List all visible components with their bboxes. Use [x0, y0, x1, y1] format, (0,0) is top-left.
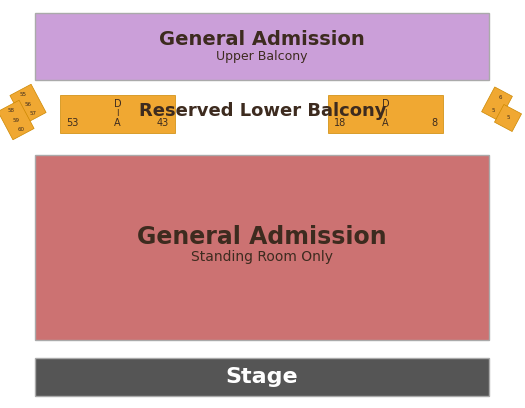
Bar	[0, 100, 34, 140]
Text: 58: 58	[7, 108, 15, 113]
Text: 43: 43	[157, 118, 169, 128]
Text: A: A	[382, 118, 389, 128]
Bar	[60, 95, 175, 133]
Text: 60: 60	[17, 127, 25, 132]
Text: General Admission: General Admission	[137, 226, 387, 250]
Bar	[495, 104, 521, 131]
Text: 18: 18	[334, 118, 346, 128]
Bar	[10, 84, 46, 124]
Text: 56: 56	[25, 102, 32, 106]
Text: 5: 5	[492, 108, 496, 113]
Text: I: I	[384, 109, 387, 118]
Text: 55: 55	[19, 92, 26, 97]
Text: 6: 6	[499, 95, 502, 100]
Text: D: D	[114, 99, 121, 109]
Text: D: D	[382, 99, 390, 109]
Text: I: I	[116, 109, 119, 118]
Text: Stage: Stage	[226, 367, 298, 387]
Bar	[35, 13, 489, 80]
Bar	[481, 87, 512, 121]
Bar	[35, 155, 489, 340]
Bar	[35, 358, 489, 396]
Text: 57: 57	[29, 111, 37, 116]
Text: 5: 5	[506, 115, 510, 120]
Text: Upper Balcony: Upper Balcony	[216, 50, 308, 63]
Text: Standing Room Only: Standing Room Only	[191, 251, 333, 264]
Bar	[328, 95, 443, 133]
Text: General Admission: General Admission	[159, 30, 365, 49]
Text: A: A	[114, 118, 121, 128]
Text: 8: 8	[431, 118, 437, 128]
Text: 53: 53	[66, 118, 78, 128]
Text: Reserved Lower Balcony: Reserved Lower Balcony	[139, 102, 387, 120]
Text: 59: 59	[13, 118, 19, 122]
